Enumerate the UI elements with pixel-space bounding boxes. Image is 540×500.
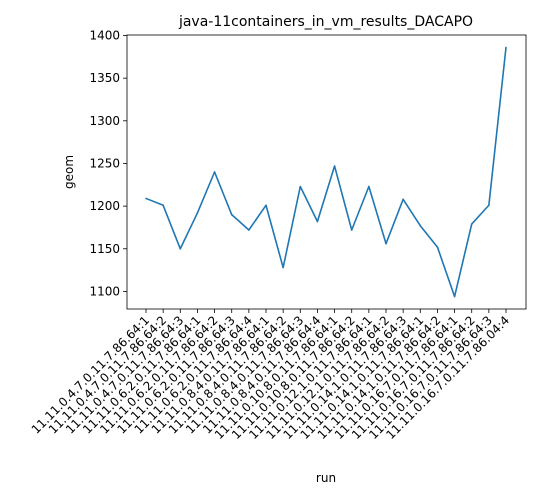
data-point: [282, 266, 284, 269]
data-point: [505, 46, 507, 49]
x-axis-label: run: [316, 471, 336, 485]
data-point: [436, 246, 439, 248]
chart-title: java-11containers_in_vm_results_DACAPO: [178, 14, 473, 30]
y-tick-label: 1300: [89, 114, 120, 128]
y-axis-label: geom: [62, 155, 76, 189]
y-tick-label: 1200: [89, 199, 120, 213]
y-tick-label: 1350: [89, 71, 120, 85]
data-point: [299, 185, 302, 188]
data-point: [470, 223, 473, 225]
series-line: [145, 47, 507, 298]
data-point: [213, 171, 216, 173]
data-point: [488, 204, 490, 207]
data-point: [230, 213, 233, 216]
data-point: [265, 204, 267, 207]
data-point: [368, 185, 370, 188]
data-point: [350, 229, 353, 231]
data-point: [419, 224, 422, 227]
data-point: [402, 198, 404, 201]
y-axis: 1100 1150 1200 1250 1300 1350 1400: [89, 29, 127, 298]
data-point: [333, 165, 336, 167]
data-point: [453, 295, 456, 298]
y-tick-label: 1400: [89, 29, 120, 43]
data-point: [248, 229, 250, 231]
x-axis: 11.11.0.4.7.0.11.7.86.64:111.11.0.4.7.0.…: [29, 309, 512, 442]
data-point: [385, 242, 387, 245]
data-point: [145, 197, 147, 200]
plot-frame: [126, 34, 527, 310]
y-tick-label: 1250: [89, 156, 120, 170]
y-tick-label: 1150: [89, 242, 120, 256]
data-point: [316, 220, 319, 223]
data-point: [162, 204, 164, 207]
data-point: [179, 247, 182, 250]
plot-area: [145, 46, 507, 298]
data-point: [196, 212, 199, 214]
y-tick-label: 1100: [89, 284, 120, 298]
